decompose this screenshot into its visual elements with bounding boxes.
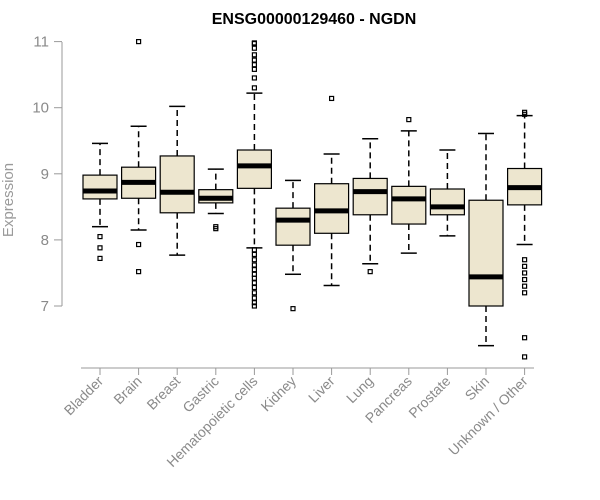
box-liver — [314, 95, 350, 287]
box-bladder — [82, 142, 118, 262]
outlier-point — [521, 354, 528, 360]
box-skin — [468, 132, 504, 347]
y-ticks: 7 8 9 10 11 — [32, 34, 62, 315]
y-tick-label: 9 — [41, 166, 49, 183]
box-iqr — [352, 177, 388, 216]
outlier-point — [521, 257, 528, 263]
outlier-point — [251, 40, 257, 46]
outlier-point — [521, 335, 528, 341]
y-tick-label: 11 — [33, 34, 49, 51]
outlier-point — [406, 116, 412, 123]
box-iqr — [236, 149, 272, 189]
x-tick-label: Brain — [110, 373, 144, 407]
outlier-point — [251, 280, 257, 286]
outlier-point — [251, 57, 257, 63]
outlier-point — [251, 66, 257, 72]
outlier-point — [367, 269, 373, 275]
outlier-point — [521, 283, 528, 289]
outlier-point — [521, 111, 528, 117]
outlier-point — [251, 300, 257, 306]
x-tick-label: Skin — [462, 373, 493, 404]
outlier-point — [136, 241, 142, 248]
y-axis-label: Expression — [0, 163, 17, 237]
box-prostate — [429, 149, 465, 237]
outlier-point — [251, 303, 257, 309]
boxes — [82, 38, 543, 360]
box-iqr — [159, 155, 195, 214]
outlier-point — [251, 247, 257, 253]
outlier-point — [251, 251, 257, 258]
outlier-point — [136, 269, 142, 275]
outlier-point — [97, 245, 103, 251]
box-brain — [120, 38, 157, 275]
outlier-point — [251, 257, 257, 263]
y-tick-label: 10 — [32, 100, 49, 117]
x-tick-label: Liver — [305, 373, 338, 406]
x-tick-label: Lung — [343, 373, 376, 406]
box-unknown-other — [507, 109, 543, 360]
box-iqr — [275, 207, 311, 246]
chart-title: ENSG00000129460 - NGDN — [212, 11, 417, 28]
outlier-point — [251, 284, 257, 291]
outlier-point — [251, 275, 257, 281]
outlier-point — [251, 62, 257, 68]
outlier-point — [521, 276, 528, 283]
outlier-point — [521, 270, 528, 276]
outlier-point — [251, 262, 257, 268]
x-tick-label: Prostate — [405, 373, 453, 421]
outlier-point — [136, 38, 142, 45]
box-iqr — [82, 174, 118, 200]
box-gastric — [198, 168, 234, 232]
outlier-point — [97, 233, 103, 240]
box-iqr — [429, 188, 465, 216]
x-tick-label: Kidney — [258, 373, 300, 415]
outlier-point — [213, 226, 219, 232]
outlier-point — [290, 306, 296, 312]
outlier-point — [521, 263, 528, 269]
y-tick-label: 8 — [41, 232, 49, 249]
box-iqr — [468, 199, 504, 307]
outlier-point — [329, 95, 335, 102]
box-lung — [352, 138, 388, 275]
outlier-point — [521, 290, 528, 296]
outlier-point — [251, 290, 257, 296]
outlier-point — [251, 52, 257, 58]
box-iqr — [391, 185, 427, 225]
outlier-point — [251, 45, 257, 51]
box-pancreas — [391, 116, 427, 254]
outlier-point — [251, 85, 257, 91]
box-breast — [159, 105, 195, 256]
outlier-point — [97, 255, 103, 262]
x-tick-label: Bladder — [61, 373, 107, 419]
box-hematopoietic-cells — [236, 40, 272, 309]
outlier-point — [251, 295, 257, 301]
x-tick-label: Breast — [143, 373, 183, 413]
box-kidney — [275, 179, 311, 312]
y-tick-label: 7 — [41, 298, 49, 315]
outlier-point — [251, 75, 257, 81]
outlier-point — [251, 267, 257, 273]
